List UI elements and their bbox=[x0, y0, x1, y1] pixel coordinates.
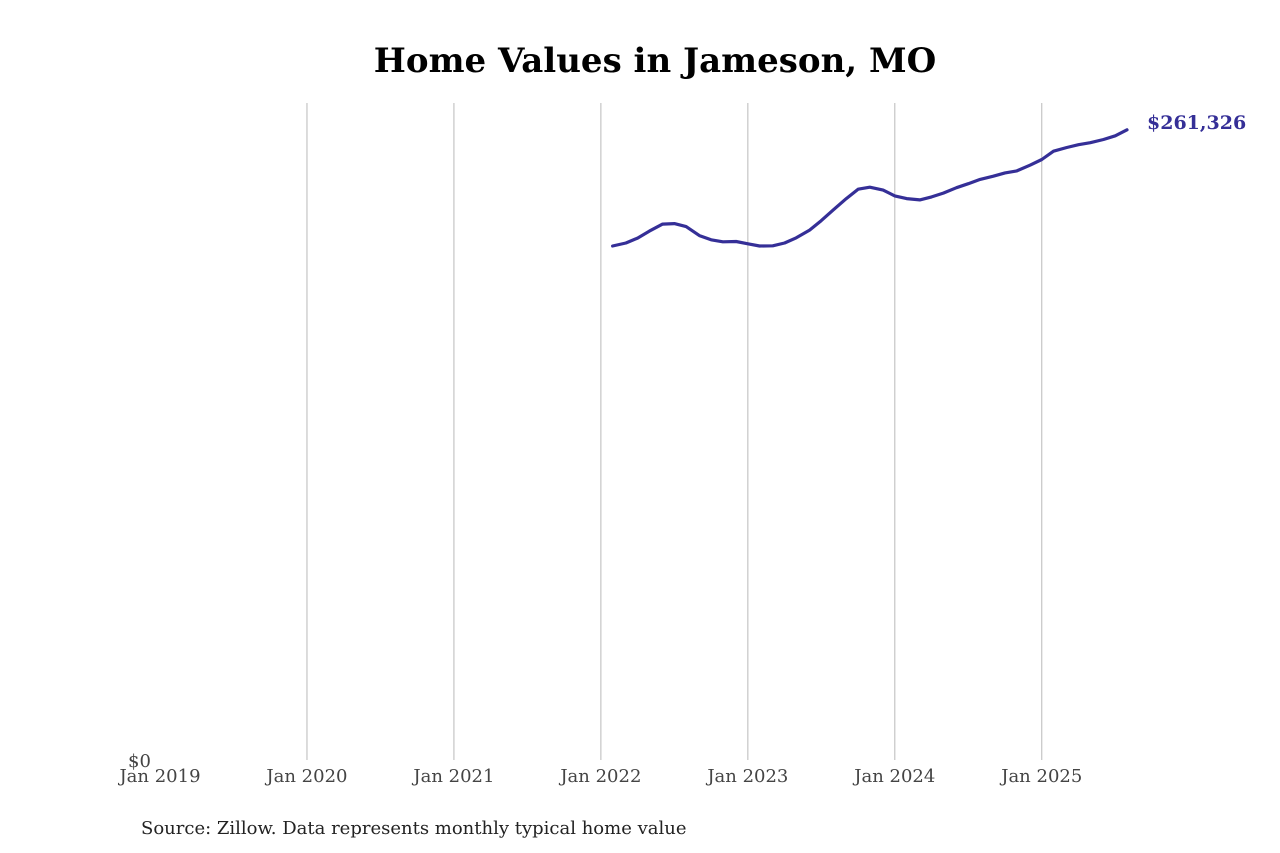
x-tick-label: Jan 2022 bbox=[558, 766, 641, 787]
series-line bbox=[610, 128, 1129, 248]
y-tick-label: $0 bbox=[128, 751, 151, 772]
chart-title: Home Values in Jameson, MO bbox=[374, 41, 936, 81]
y-axis-ticks: $0 bbox=[128, 751, 151, 772]
x-tick-label: Jan 2021 bbox=[411, 766, 494, 787]
x-axis-ticks: Jan 2019 Jan 2020 Jan 2021 Jan 2022 Jan 2023… bbox=[117, 766, 1082, 787]
x-tick-label: Jan 2019 bbox=[117, 766, 200, 787]
x-tick-label: Jan 2025 bbox=[999, 766, 1082, 787]
end-value-label: $261,326 bbox=[1147, 112, 1246, 134]
x-tick-label: Jan 2024 bbox=[852, 766, 935, 787]
x-tick-label: Jan 2020 bbox=[264, 766, 347, 787]
x-tick-label: Jan 2023 bbox=[705, 766, 788, 787]
source-note: Source: Zillow. Data represents monthly … bbox=[141, 818, 687, 839]
gridlines bbox=[306, 103, 1043, 760]
series-group: $261,326 bbox=[610, 112, 1246, 248]
